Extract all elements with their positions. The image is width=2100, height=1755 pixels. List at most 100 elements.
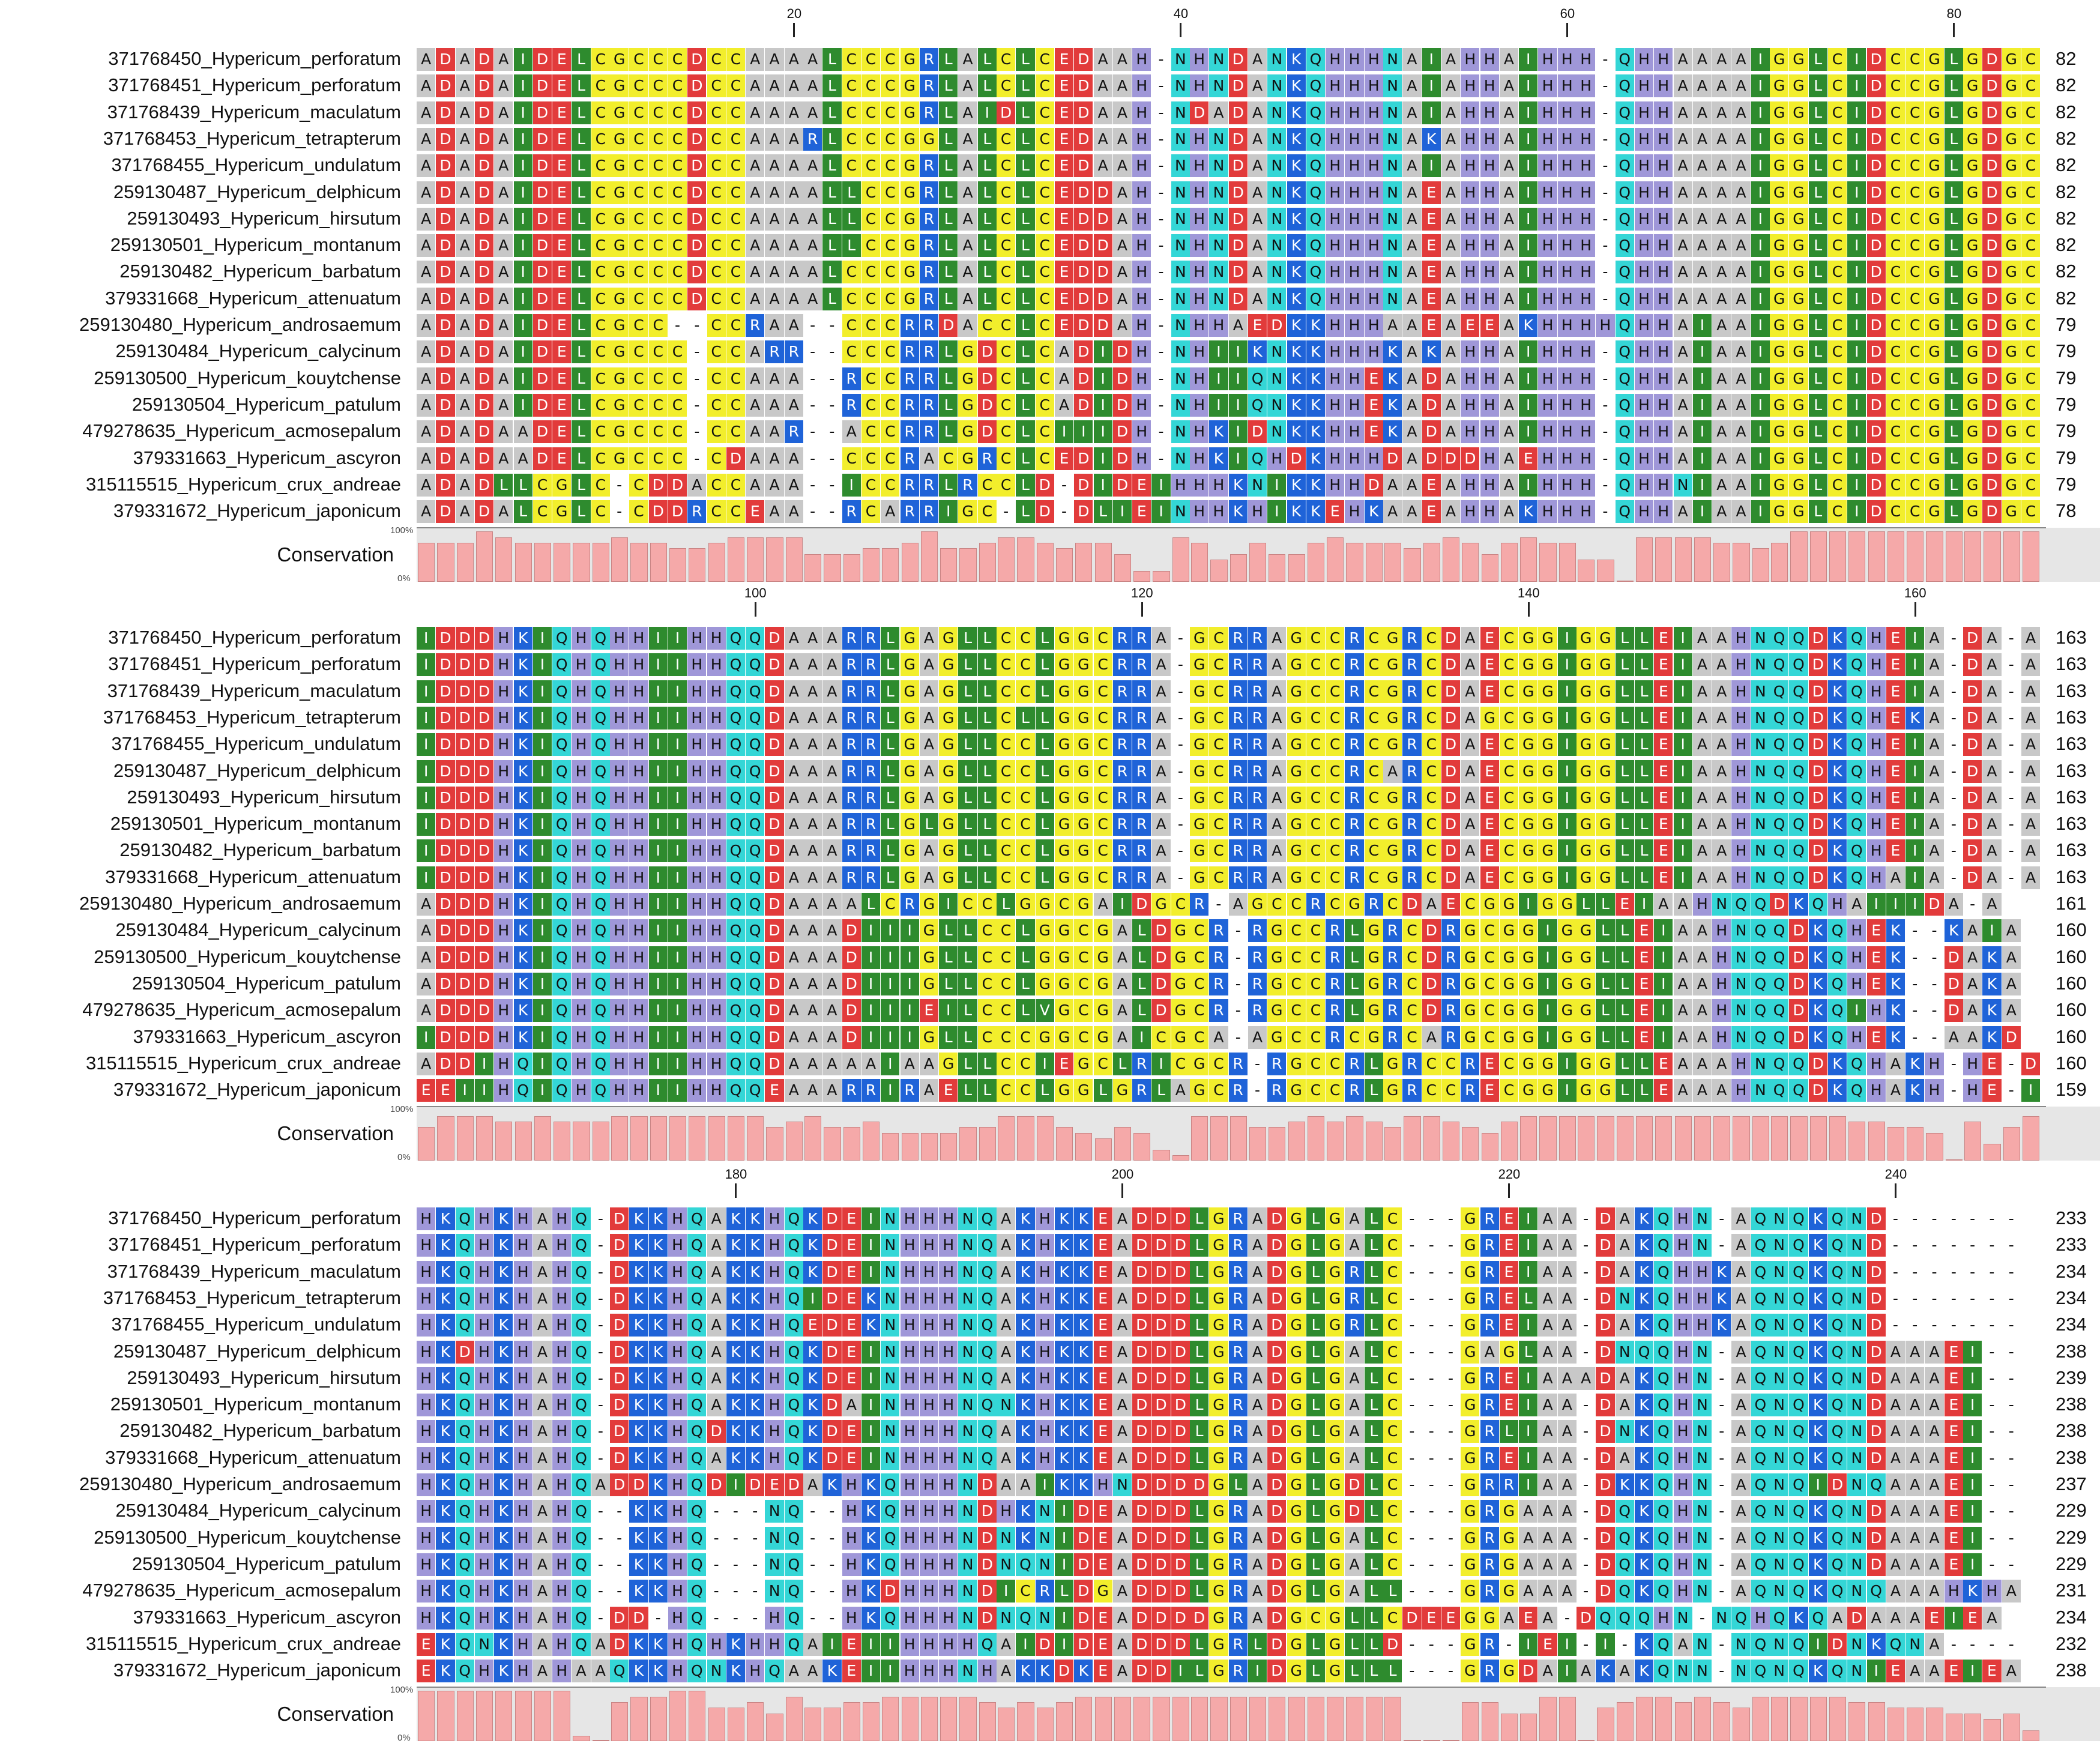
- sequence-name: 371768455_Hypericum_undulatum: [111, 1314, 401, 1335]
- residue: C: [1306, 866, 1326, 889]
- residue: H: [1345, 261, 1364, 284]
- residue: R: [1402, 866, 1422, 889]
- residue: A: [919, 866, 939, 889]
- residue: A: [784, 314, 803, 337]
- residue: D: [726, 447, 746, 470]
- residue: G: [919, 919, 939, 943]
- residue: A: [1557, 1420, 1577, 1443]
- residue: Q: [572, 1633, 591, 1656]
- residue: A: [1731, 127, 1751, 151]
- residue: I: [1519, 1207, 1538, 1230]
- residue: H: [474, 1660, 494, 1683]
- residue: H: [765, 1207, 784, 1230]
- residue: C: [2021, 393, 2041, 417]
- residue: D: [533, 48, 552, 71]
- residue: -: [1151, 154, 1171, 178]
- residue: R: [1132, 627, 1151, 650]
- residue: L: [1944, 447, 1963, 470]
- residue: K: [1074, 1314, 1093, 1337]
- residue: -: [1577, 1553, 1596, 1576]
- residue: G: [1074, 627, 1093, 650]
- residue: A: [1925, 1473, 1944, 1496]
- residue: C: [1016, 1079, 1035, 1102]
- residue: L: [1306, 1367, 1326, 1390]
- residue: C: [668, 207, 687, 231]
- residue: -: [1905, 1314, 1925, 1337]
- residue: A: [1345, 1234, 1364, 1257]
- residue: C: [1499, 786, 1519, 809]
- residue: I: [1054, 1553, 1074, 1576]
- residue: H: [668, 1367, 687, 1390]
- residue: A: [1112, 1340, 1132, 1364]
- residue: C: [1016, 733, 1035, 757]
- residue: Q: [746, 786, 765, 809]
- residue: C: [1886, 74, 1905, 98]
- residue: G: [1963, 314, 1982, 337]
- residue: K: [1808, 1314, 1827, 1337]
- residue: Q: [726, 919, 746, 943]
- residue: -: [591, 1500, 610, 1523]
- residue: L: [1634, 1052, 1654, 1075]
- residue: D: [455, 946, 474, 969]
- conservation-bar: [1887, 1127, 1905, 1161]
- conservation-bar: [1539, 1116, 1557, 1161]
- residue: Q: [784, 1633, 803, 1656]
- conservation-bar: [1114, 554, 1132, 582]
- residue: C: [1306, 839, 1326, 863]
- residue: C: [1326, 893, 1345, 916]
- residue: L: [1808, 340, 1827, 364]
- residue: G: [1925, 181, 1944, 204]
- residue: R: [1402, 733, 1422, 757]
- residue: -: [1982, 1446, 2002, 1470]
- residue: Q: [1615, 261, 1634, 284]
- residue: I: [1847, 181, 1866, 204]
- residue: A: [822, 786, 842, 809]
- residue: A: [1267, 866, 1287, 889]
- residue: A: [417, 393, 436, 417]
- residue: I: [900, 946, 919, 969]
- residue: R: [1132, 1079, 1151, 1102]
- position-tick-label: 100: [744, 585, 767, 600]
- residue: R: [1326, 919, 1345, 943]
- residue: K: [513, 653, 533, 677]
- residue: D: [455, 919, 474, 943]
- residue: C: [1016, 866, 1035, 889]
- residue: H: [552, 1633, 572, 1656]
- residue: N: [1751, 733, 1770, 757]
- residue: C: [1886, 154, 1905, 178]
- residue: A: [803, 181, 822, 204]
- residue: C: [1422, 627, 1441, 650]
- residue: Q: [1789, 1079, 1808, 1102]
- residue: G: [1461, 1526, 1480, 1550]
- residue: R: [1402, 786, 1422, 809]
- residue: H: [668, 1660, 687, 1683]
- residue: L: [881, 706, 900, 729]
- residue: G: [1287, 1526, 1306, 1550]
- conservation-bar: [1635, 1116, 1653, 1161]
- residue: Q: [746, 866, 765, 889]
- residue: R: [1499, 1473, 1519, 1496]
- residue: L: [1190, 1234, 1209, 1257]
- residue: D: [1132, 1287, 1151, 1310]
- residue: H: [494, 1026, 513, 1049]
- residue: K: [629, 1260, 648, 1284]
- residue: L: [1016, 287, 1035, 310]
- residue: D: [1132, 1606, 1151, 1630]
- residue: H: [1345, 48, 1364, 71]
- sequence-name: 259130482_Hypericum_barbatum: [119, 839, 401, 861]
- residue: H: [1557, 261, 1577, 284]
- residue: A: [1673, 101, 1692, 124]
- residue: H: [668, 1340, 687, 1364]
- residue: R: [861, 813, 881, 836]
- residue: A: [822, 999, 842, 1022]
- residue: I: [1751, 154, 1770, 178]
- residue: -: [1712, 1473, 1731, 1496]
- residue: Q: [1847, 760, 1866, 783]
- residue: Q: [1789, 1660, 1808, 1683]
- residue: A: [494, 74, 513, 98]
- residue: G: [1287, 1340, 1306, 1364]
- residue: G: [1074, 680, 1093, 703]
- conservation-bar: [418, 1127, 435, 1161]
- residue: D: [765, 627, 784, 650]
- residue: H: [687, 839, 707, 863]
